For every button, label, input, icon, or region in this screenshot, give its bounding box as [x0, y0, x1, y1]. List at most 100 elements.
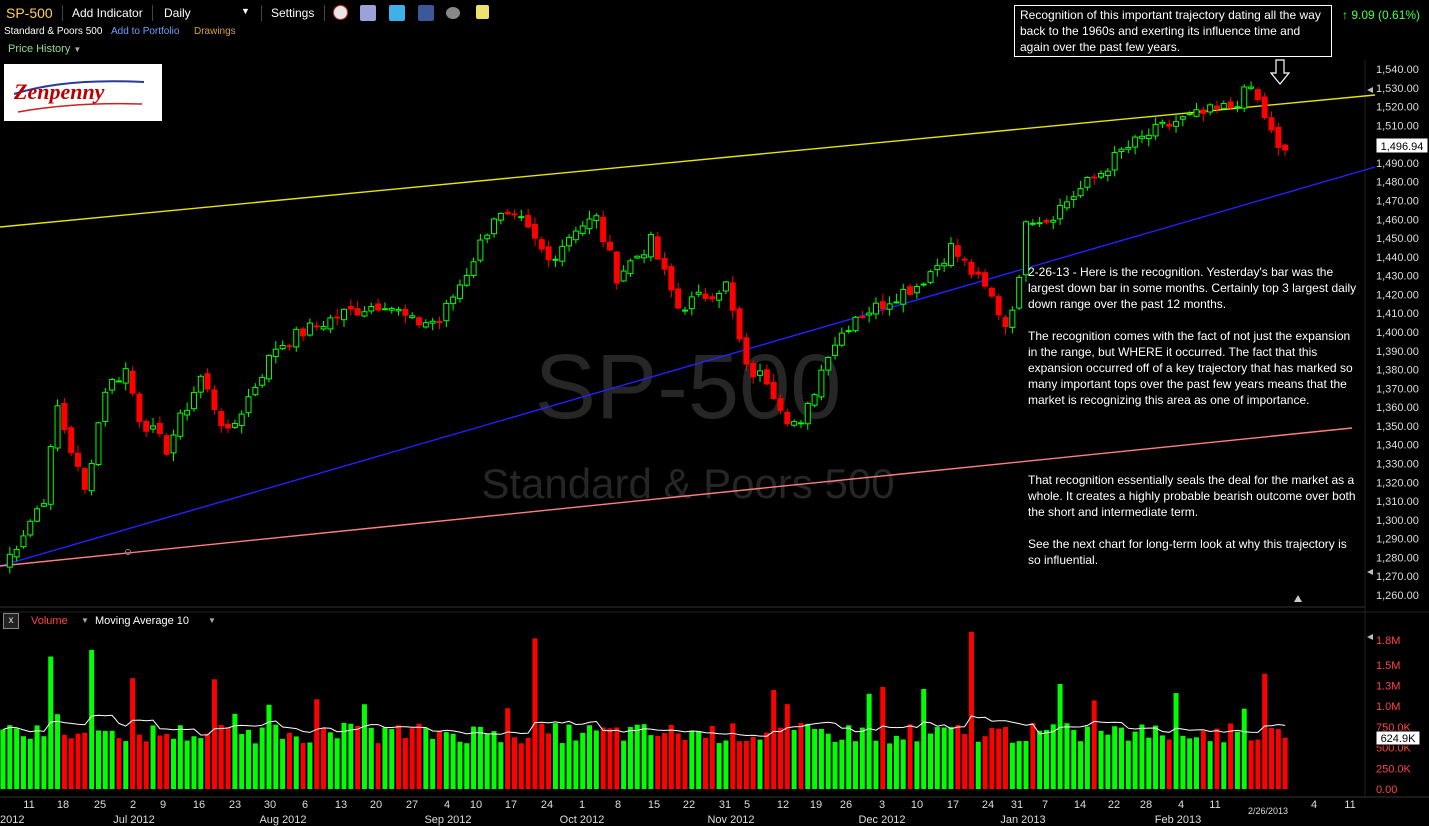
candle-up: [388, 307, 395, 311]
candle-up: [1029, 222, 1036, 225]
volume-bar-up: [1098, 730, 1104, 789]
candle-down: [654, 236, 661, 260]
candle-up: [184, 409, 191, 416]
price-tick-label: 1,350.00: [1376, 421, 1419, 433]
date-tick-label: 8: [615, 799, 621, 811]
volume-bar-down: [518, 743, 524, 789]
candle-up: [1023, 221, 1029, 276]
price-tick-label: 1,480.00: [1376, 177, 1419, 189]
candle-up: [231, 423, 238, 428]
volume-bar-down: [771, 690, 777, 789]
candle-down: [954, 245, 961, 257]
volume-bar-up: [928, 733, 934, 789]
volume-bar-up: [593, 730, 599, 789]
volume-bar-down: [75, 733, 81, 789]
volume-bar-down: [730, 723, 736, 789]
print-icon[interactable]: [360, 5, 376, 21]
candle-down: [136, 393, 143, 422]
price-tick-label: 1,280.00: [1376, 552, 1419, 564]
date-tick-label: 11: [1209, 799, 1220, 811]
add-to-portfolio-link[interactable]: Add to Portfolio: [111, 26, 180, 37]
candle-up: [368, 305, 375, 312]
price-tick-label: 1,290.00: [1376, 534, 1419, 546]
candle-down: [81, 468, 88, 490]
volume-bar-up: [464, 743, 470, 789]
volume-bar-up: [246, 729, 252, 789]
symbol-field[interactable]: SP-500: [6, 5, 53, 21]
candle-down: [777, 398, 784, 411]
chevron-down-icon[interactable]: ▼: [81, 616, 89, 625]
candle-up: [1138, 135, 1145, 139]
candle-down: [511, 213, 518, 216]
candle-down: [143, 420, 150, 432]
candle-up: [47, 446, 54, 505]
volume-bar-down: [1269, 728, 1275, 789]
candle-up: [518, 216, 525, 219]
candle-up: [893, 301, 900, 304]
candle-up: [934, 265, 941, 271]
price-axis: 1,540.001,530.001,520.001,510.001,500.00…: [1376, 64, 1419, 602]
price-tick-label: 1,520.00: [1376, 102, 1419, 114]
volume-bar-down: [784, 704, 790, 789]
candle-up: [1050, 219, 1057, 223]
drawings-link[interactable]: Drawings: [194, 26, 236, 37]
date-tick-label: 1: [579, 799, 585, 811]
candle-up: [150, 425, 157, 430]
volume-bar-up: [866, 693, 872, 789]
volume-bar-up: [123, 741, 129, 789]
volume-bar-down: [436, 731, 442, 789]
volume-bar-up: [55, 714, 61, 789]
date-tick-label: 4: [1311, 799, 1317, 811]
candle-up: [177, 412, 184, 437]
snapshot-icon[interactable]: [446, 7, 460, 19]
volume-bar-up: [696, 731, 702, 789]
date-tick-label: 22: [1108, 799, 1120, 811]
settings-button[interactable]: Settings: [271, 6, 315, 20]
price-change-value: 9.09 (0.61%): [1351, 8, 1421, 22]
candle-down: [613, 251, 620, 284]
volume-bar-down: [662, 733, 668, 789]
date-tick-label: 17: [947, 799, 959, 811]
volume-bar-down: [130, 678, 136, 789]
candle-down: [218, 411, 225, 427]
add-indicator-button[interactable]: Add Indicator: [72, 6, 143, 20]
candle-down: [504, 211, 511, 215]
candle-up: [791, 421, 798, 426]
candle-up: [947, 243, 954, 267]
twitter-icon[interactable]: [389, 5, 405, 21]
yellow-trendline: [0, 94, 1376, 228]
volume-bar-up: [1146, 737, 1152, 789]
candle-up: [804, 402, 811, 425]
volume-bar-up: [914, 741, 920, 789]
price-history-menu[interactable]: Price History ▼: [8, 43, 81, 55]
candle-up: [293, 328, 300, 348]
chevron-down-icon[interactable]: ▼: [241, 6, 250, 16]
logo-text: Zenpenny: [13, 79, 105, 104]
candle-up: [443, 302, 450, 322]
volume-bar-down: [675, 733, 681, 789]
volume-bar-up: [853, 741, 858, 789]
chevron-down-icon[interactable]: ▼: [208, 616, 216, 625]
date-tick-label: 4: [1178, 799, 1184, 811]
facebook-icon[interactable]: [418, 5, 434, 21]
candle-up: [422, 322, 429, 328]
volume-bar-up: [812, 728, 818, 789]
candle-up: [579, 225, 586, 234]
annotation-seals-deal: That recognition essentially seals the d…: [1028, 473, 1356, 519]
notes-icon[interactable]: [476, 5, 489, 19]
candle-up: [1234, 106, 1241, 109]
volume-bar-up: [484, 733, 490, 789]
candlestick-series: [6, 81, 1289, 574]
volume-bar-down: [1214, 728, 1220, 789]
volume-tick-label: 500.0K: [1376, 743, 1412, 755]
price-tick-label: 1,540.00: [1376, 64, 1419, 76]
period-select[interactable]: Daily: [164, 6, 191, 20]
candle-up: [361, 311, 368, 317]
volume-bar-down: [1255, 739, 1261, 789]
volume-bar-up: [368, 727, 374, 789]
close-icon[interactable]: x: [3, 613, 19, 629]
candle-up: [102, 391, 109, 422]
volume-bar-up: [0, 729, 6, 789]
alarm-clock-icon[interactable]: [333, 5, 348, 20]
